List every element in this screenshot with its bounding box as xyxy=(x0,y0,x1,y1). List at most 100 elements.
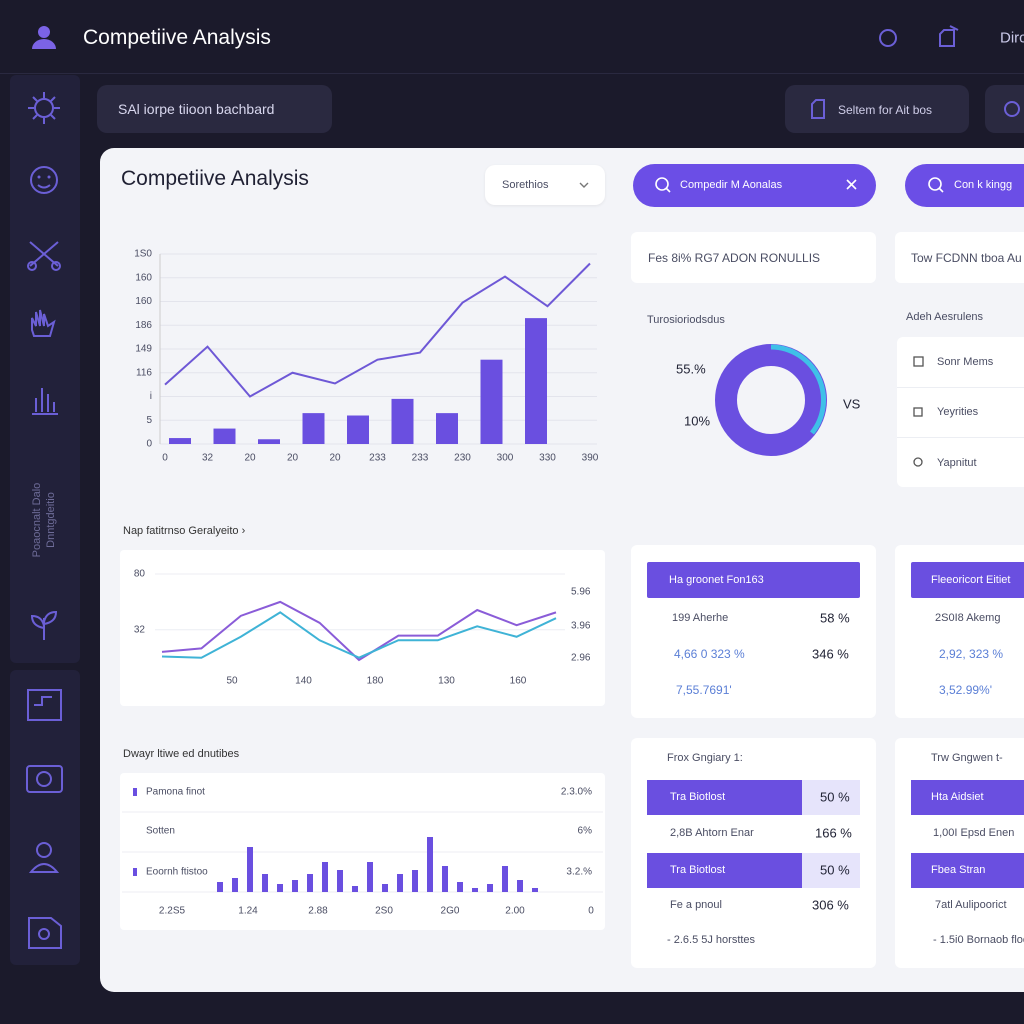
bar xyxy=(322,862,328,892)
footer: - 1.5i0 Bornaob floox xyxy=(933,934,1024,946)
bar xyxy=(262,874,268,892)
x-tick-label: 2.88 xyxy=(308,906,328,917)
filter-button[interactable] xyxy=(785,85,969,133)
donut xyxy=(715,344,827,456)
row-value: 166 % xyxy=(815,825,852,841)
x-tick-label: 2.2S5 xyxy=(159,906,186,917)
bar xyxy=(391,398,414,444)
row-label: 4,66 0 323 % xyxy=(674,647,745,661)
bar xyxy=(532,888,538,892)
bar xyxy=(427,837,433,892)
bar xyxy=(258,439,280,444)
row-label: 2,92, 323 % xyxy=(939,647,1004,661)
row-label: Fe a pnoul xyxy=(670,899,722,911)
sidebar xyxy=(10,75,80,663)
footer: - 2.6.5 5J horsttes xyxy=(667,934,756,946)
x-tick-label: 233 xyxy=(369,453,386,464)
bar xyxy=(352,886,358,892)
search-text: Compedir M Aonalas xyxy=(680,179,783,191)
y-tick-label: i xyxy=(150,391,152,402)
summary: Tow FCDNN tboa Au xyxy=(911,251,1022,265)
row-marker xyxy=(133,868,137,876)
right-label: 5.96 xyxy=(571,587,591,598)
search-pill[interactable] xyxy=(633,164,876,207)
bar xyxy=(367,862,373,892)
progress-fill xyxy=(647,853,802,888)
list-divider xyxy=(897,437,1024,438)
x-tick-label: 233 xyxy=(412,453,429,464)
progress-value: 50 % xyxy=(820,862,850,878)
bar xyxy=(412,870,418,892)
progress-fill xyxy=(911,780,1024,815)
bar xyxy=(302,413,325,444)
search-box[interactable] xyxy=(97,85,332,133)
x-tick-label: 160 xyxy=(510,676,527,687)
search-pill[interactable] xyxy=(905,164,1024,207)
chart-card xyxy=(120,550,605,706)
bar xyxy=(169,438,191,444)
line xyxy=(164,262,591,398)
dropdown-text: Sorethios xyxy=(502,179,549,191)
bar xyxy=(217,882,223,892)
list-item: Yeyrities xyxy=(937,406,979,418)
bar xyxy=(472,888,478,892)
row-label: Eoornh ftistoo xyxy=(146,867,208,878)
progress-fill xyxy=(647,780,802,815)
x-tick-label: 0 xyxy=(588,906,594,917)
x-tick-label: 32 xyxy=(202,453,214,464)
icons xyxy=(26,25,1020,949)
app-title: Competiive Analysis xyxy=(83,26,271,49)
bar xyxy=(436,413,458,444)
card-header xyxy=(911,562,1024,598)
list-title: Adeh Aesrulens xyxy=(906,311,984,323)
progress-label: Tra Biotlost xyxy=(670,791,726,803)
row-value: 2.3.0% xyxy=(561,787,592,798)
x-tick-label: 140 xyxy=(295,676,312,687)
row-label: 7atl Aulipoorict xyxy=(935,899,1007,911)
bar xyxy=(292,880,298,892)
x-tick-label: 20 xyxy=(329,453,341,464)
card-title: Frox Gngiary 1: xyxy=(667,752,743,764)
list-item: Yapnitut xyxy=(937,457,977,469)
y-tick-label: 116 xyxy=(136,367,152,378)
list-item: Sonr Mems xyxy=(937,356,994,368)
bar xyxy=(480,359,503,444)
x-tick-label: 20 xyxy=(287,453,299,464)
bar xyxy=(397,874,403,892)
line xyxy=(161,600,557,662)
progress-rest xyxy=(802,780,860,815)
filter-text: Seltem for Ait bos xyxy=(838,103,933,117)
bar xyxy=(502,866,508,892)
bar xyxy=(247,847,253,892)
progress-label: Tra Biotlost xyxy=(670,864,726,876)
x-tick-label: 1.24 xyxy=(238,906,258,917)
right-label: 3.96 xyxy=(571,621,591,632)
dropdown[interactable] xyxy=(485,165,605,205)
row-value: 6% xyxy=(578,826,593,837)
y-tick-label: 160 xyxy=(135,296,152,307)
card-header xyxy=(647,562,860,598)
user-name: Dirc xyxy=(1000,29,1024,47)
right-label: 2.96 xyxy=(571,653,591,664)
y-tick-label: 1S0 xyxy=(134,249,152,260)
x-tick-label: 2S0 xyxy=(375,906,393,917)
list-divider xyxy=(897,387,1024,388)
row-label: 199 Aherhe xyxy=(672,612,729,624)
x-tick-label: 2G0 xyxy=(441,906,460,917)
row-label: 2S0I8 Akemg xyxy=(935,612,1001,624)
y-tick-label: 149 xyxy=(135,344,152,355)
x-tick-label: 300 xyxy=(497,453,514,464)
row-value: 346 % xyxy=(812,646,849,662)
y-tick-label: 160 xyxy=(135,272,152,283)
row-value: 58 % xyxy=(820,610,850,626)
summary-card xyxy=(895,232,1024,283)
top-divider xyxy=(0,73,1024,74)
summary-card xyxy=(631,232,876,283)
search-text: Con k kingg xyxy=(954,179,1013,191)
x-tick-label: 2.00 xyxy=(505,906,525,917)
x-tick-label: 130 xyxy=(438,676,455,687)
card-header-text: Ha groonet Fon163 xyxy=(669,574,764,586)
bar xyxy=(232,878,238,892)
